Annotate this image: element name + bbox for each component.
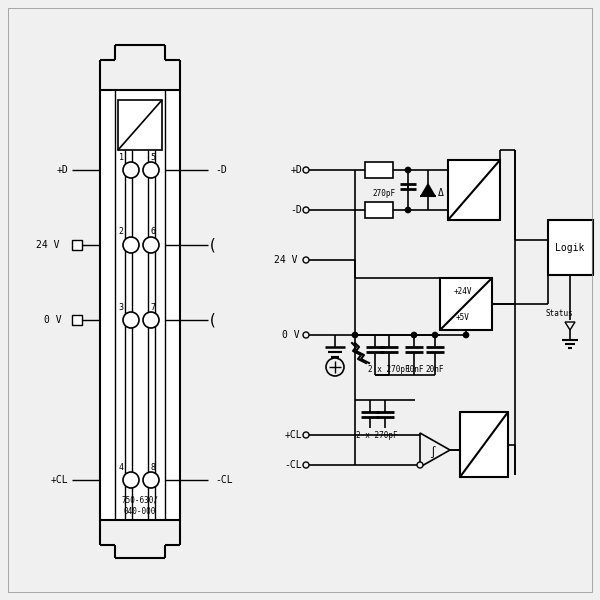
Text: 24 V: 24 V <box>275 255 298 265</box>
Text: (: ( <box>208 313 217 328</box>
Polygon shape <box>421 184 435 196</box>
Bar <box>548 220 593 275</box>
Circle shape <box>123 312 139 328</box>
Circle shape <box>303 332 309 338</box>
Circle shape <box>123 237 139 253</box>
Circle shape <box>352 332 358 338</box>
Text: Logik: Logik <box>556 243 584 253</box>
Text: 0 V: 0 V <box>44 315 62 325</box>
Text: 24 V: 24 V <box>37 240 60 250</box>
Text: 8: 8 <box>151 463 155 472</box>
Text: ∫: ∫ <box>430 446 436 458</box>
Text: 040-000: 040-000 <box>124 508 156 517</box>
Circle shape <box>463 332 469 338</box>
Circle shape <box>303 432 309 438</box>
Bar <box>72 315 82 325</box>
Text: 6: 6 <box>151 227 155 236</box>
Circle shape <box>303 257 309 263</box>
Bar <box>100 90 180 520</box>
Text: 1: 1 <box>119 152 124 161</box>
Text: 750-630/: 750-630/ <box>121 496 158 505</box>
Text: +D: +D <box>290 165 302 175</box>
Text: (: ( <box>208 238 217 253</box>
Text: -CL: -CL <box>215 475 233 485</box>
Text: 4: 4 <box>119 463 124 472</box>
Circle shape <box>143 472 159 488</box>
Text: 5: 5 <box>151 152 155 161</box>
Circle shape <box>123 162 139 178</box>
Circle shape <box>417 462 423 468</box>
Text: 0 V: 0 V <box>283 330 300 340</box>
Text: Status: Status <box>546 308 574 317</box>
Bar <box>448 160 500 220</box>
Circle shape <box>143 162 159 178</box>
Text: 2: 2 <box>119 227 124 236</box>
Circle shape <box>405 207 411 213</box>
Circle shape <box>303 207 309 213</box>
Circle shape <box>432 332 438 338</box>
Circle shape <box>143 312 159 328</box>
Text: +CL: +CL <box>284 430 302 440</box>
Text: 20nF: 20nF <box>426 365 444 374</box>
Text: Δ: Δ <box>438 188 444 198</box>
Text: +5V: +5V <box>456 313 470 322</box>
Circle shape <box>143 237 159 253</box>
Bar <box>460 412 508 477</box>
Circle shape <box>303 167 309 173</box>
Text: -D: -D <box>290 205 302 215</box>
Circle shape <box>123 472 139 488</box>
Text: +24V: +24V <box>454 286 472 295</box>
Text: +CL: +CL <box>50 475 68 485</box>
Circle shape <box>326 358 344 376</box>
Bar <box>72 240 82 250</box>
Circle shape <box>405 167 411 173</box>
Text: +D: +D <box>56 165 68 175</box>
Text: 2 x 270pF: 2 x 270pF <box>368 365 410 374</box>
Bar <box>118 100 162 150</box>
Bar <box>440 278 492 330</box>
Text: 7: 7 <box>151 302 155 311</box>
Text: -D: -D <box>215 165 227 175</box>
Text: 3: 3 <box>119 302 124 311</box>
Bar <box>365 162 393 178</box>
Circle shape <box>411 332 417 338</box>
Text: 270pF: 270pF <box>373 188 396 197</box>
Text: -CL: -CL <box>284 460 302 470</box>
Circle shape <box>303 462 309 468</box>
Text: 10nF: 10nF <box>405 365 423 374</box>
Bar <box>365 202 393 218</box>
Text: 2 x 270pF: 2 x 270pF <box>356 431 398 439</box>
